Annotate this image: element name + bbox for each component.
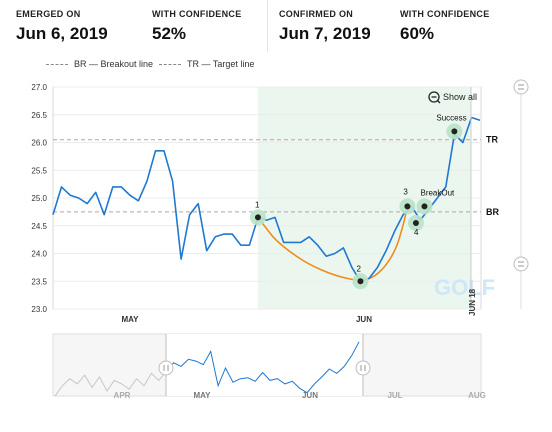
confirmed-confidence-label: WITH CONFIDENCE: [400, 9, 490, 19]
x-tick-label: MAY: [121, 315, 139, 324]
navigator-month-label: MAY: [193, 391, 211, 400]
pattern-point-dot: [412, 219, 419, 226]
reference-lines: BR TR: [53, 135, 499, 217]
y-tick-label: 23.0: [31, 305, 47, 314]
breakout-dash-swatch: [46, 63, 68, 65]
navigator-month-label: APR: [114, 391, 131, 400]
pattern-point-label: Success: [436, 113, 466, 122]
watermark-label: GOLF: [434, 275, 495, 300]
pattern-point-dot: [404, 203, 411, 210]
zoom-out-icon: [428, 91, 440, 103]
date-marker: JUN 18: [468, 87, 477, 316]
reference-line-label: TR: [486, 135, 498, 145]
pattern-point-dot: [421, 203, 428, 210]
y-tick-label: 27.0: [31, 83, 47, 92]
y-tick-label: 25.5: [31, 166, 47, 175]
stats-bar: EMERGED ON Jun 6, 2019 WITH CONFIDENCE 5…: [0, 0, 552, 52]
y-tick-label: 24.5: [31, 222, 47, 231]
pattern-point-label: BreakOut: [420, 188, 455, 197]
pattern-point-label: 2: [356, 264, 361, 273]
show-all-button[interactable]: Show all: [428, 91, 477, 104]
pattern-point-label: 4: [414, 228, 419, 237]
emerged-confidence-label: WITH CONFIDENCE: [152, 9, 242, 19]
legend-target: TR — Target line: [159, 59, 254, 69]
vertical-slider-handle-top[interactable]: [513, 79, 529, 95]
navigator-line-selected: [165, 341, 360, 394]
vertical-slider[interactable]: [513, 79, 529, 309]
legend-breakout-label: BR — Breakout line: [74, 59, 154, 69]
legend-target-label: TR — Target line: [187, 59, 255, 69]
target-dash-swatch: [159, 63, 181, 65]
confirmed-confidence-value: 60%: [400, 24, 435, 43]
handle-circle: [355, 360, 371, 376]
zoom-handle-glyph: [437, 100, 441, 104]
navigator-line-outside: [54, 371, 167, 397]
pattern-point-label: 1: [255, 200, 260, 209]
pattern-curve: [257, 205, 409, 281]
handle-circle: [158, 360, 174, 376]
emerged-value: Jun 6, 2019: [16, 24, 108, 43]
show-all-label: Show all: [443, 92, 477, 102]
confirmed-value: Jun 7, 2019: [279, 24, 371, 43]
reference-line-label: BR: [486, 207, 499, 217]
navigator-handle-left[interactable]: [158, 360, 174, 376]
navigator-month-label: JUL: [387, 391, 402, 400]
confirmed-label: CONFIRMED ON: [279, 9, 354, 19]
pattern-point-dot: [254, 214, 261, 221]
stats-divider: [267, 0, 268, 52]
pattern-point-label: 3: [403, 187, 408, 196]
y-tick-label: 25.0: [31, 194, 47, 203]
x-axis-labels: MAY JUN: [121, 315, 372, 324]
navigator-window: [166, 334, 363, 396]
y-tick-label: 26.0: [31, 139, 47, 148]
x-tick-label: JUN: [356, 315, 372, 324]
navigator-month-label: AUG: [468, 391, 486, 400]
date-marker-label: JUN 18: [468, 288, 477, 316]
navigator-month-label: JUN: [302, 391, 318, 400]
legend-breakout: BR — Breakout line: [46, 59, 153, 69]
vertical-slider-handle-bottom[interactable]: [513, 256, 529, 272]
pattern-point-dot: [451, 128, 458, 135]
navigator-month-labels: APR MAY JUN JUL AUG: [114, 391, 486, 400]
pattern-points: 1 2 3 4 BreakOut Success: [249, 113, 467, 290]
emerged-confidence-value: 52%: [152, 24, 187, 43]
handle-circle: [513, 256, 529, 272]
emerged-label: EMERGED ON: [16, 9, 81, 19]
navigator-handle-right[interactable]: [355, 360, 371, 376]
navigator[interactable]: APR MAY JUN JUL AUG: [52, 333, 486, 400]
y-tick-label: 23.5: [31, 277, 47, 286]
y-axis-ticks: 27.0 26.5 26.0 25.5 25.0 24.5 24.0 23.5 23.0: [31, 83, 47, 314]
handle-circle: [513, 79, 529, 95]
y-tick-label: 24.0: [31, 250, 47, 259]
pattern-point-dot: [357, 278, 364, 285]
y-tick-label: 26.5: [31, 111, 47, 120]
